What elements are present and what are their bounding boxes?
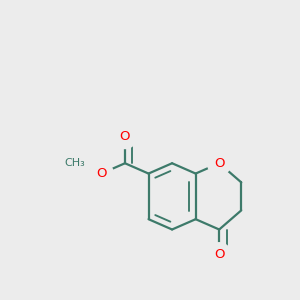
Circle shape <box>59 147 91 179</box>
Text: O: O <box>120 130 130 143</box>
Circle shape <box>207 243 231 266</box>
Circle shape <box>113 125 137 148</box>
Text: O: O <box>214 248 224 261</box>
Circle shape <box>90 162 113 185</box>
Text: O: O <box>96 167 107 180</box>
Text: O: O <box>214 157 224 170</box>
Circle shape <box>207 152 231 175</box>
Text: CH₃: CH₃ <box>64 158 85 168</box>
